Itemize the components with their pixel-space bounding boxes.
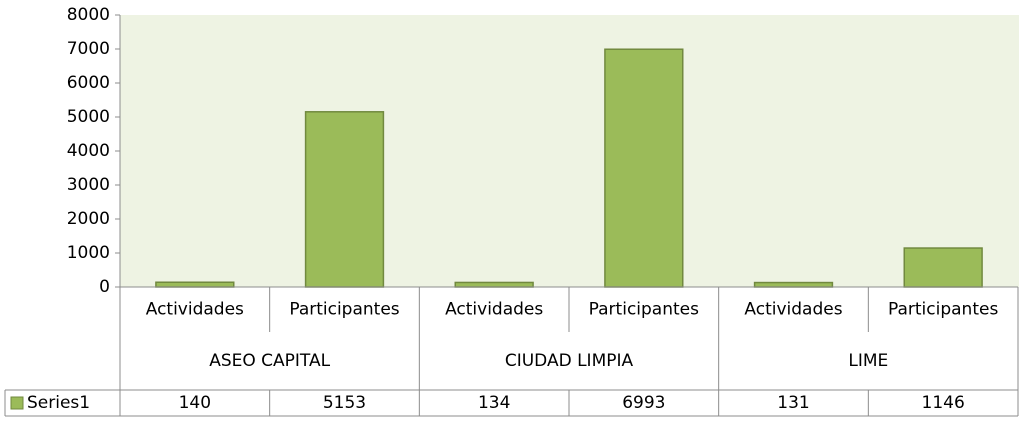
table-value: 1146 <box>922 393 965 413</box>
y-tick-label: 8000 <box>67 5 110 25</box>
y-tick-label: 5000 <box>67 107 110 127</box>
table-value: 140 <box>179 393 211 413</box>
group-label: LIME <box>848 351 888 371</box>
x-tick-label: Participantes <box>289 300 399 320</box>
y-tick-label: 4000 <box>67 141 110 161</box>
group-label: ASEO CAPITAL <box>209 351 330 371</box>
bar <box>155 281 235 288</box>
table-value: 5153 <box>323 393 366 413</box>
y-tick-label: 2000 <box>67 209 110 229</box>
table-value: 131 <box>777 393 809 413</box>
y-tick-label: 0 <box>99 277 110 297</box>
legend-swatch <box>10 396 24 410</box>
x-tick-label: Actividades <box>744 300 842 320</box>
y-tick-label: 6000 <box>67 73 110 93</box>
y-tick-label: 3000 <box>67 175 110 195</box>
bar <box>304 111 385 288</box>
group-label: CIUDAD LIMPIA <box>505 351 634 371</box>
y-tick-label: 7000 <box>67 39 110 59</box>
x-tick-label: Actividades <box>146 300 244 320</box>
x-tick-label: Actividades <box>445 300 543 320</box>
y-tick-label: 1000 <box>67 243 110 263</box>
x-tick-label: Participantes <box>888 300 998 320</box>
bar <box>753 281 834 288</box>
bar <box>903 247 983 288</box>
table-value: 6993 <box>622 393 665 413</box>
x-tick-label: Participantes <box>589 300 699 320</box>
plot-area <box>120 15 1019 287</box>
bar <box>604 48 684 288</box>
table-value: 134 <box>478 393 510 413</box>
bar <box>454 281 534 288</box>
legend-label: Series1 <box>27 393 90 413</box>
